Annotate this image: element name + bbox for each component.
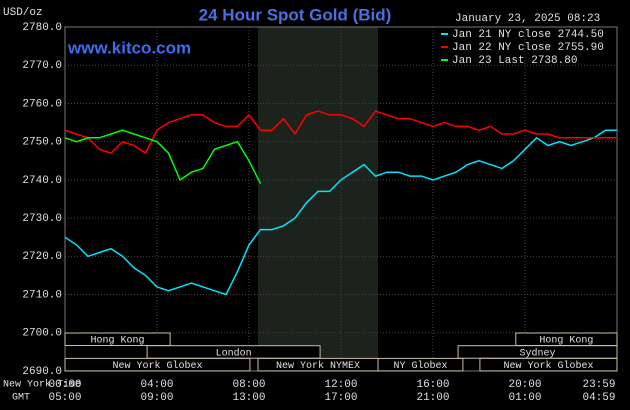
x-tick-label: 04:00 <box>140 379 173 391</box>
y-tick-label: 2730.0 <box>22 213 62 225</box>
x2-tick-label: 17:00 <box>324 392 357 404</box>
series-line <box>64 129 262 185</box>
y-axis-label: USD/oz <box>3 7 43 19</box>
session-label: NY Globex <box>393 360 447 372</box>
session-label: New York NYMEX <box>276 360 360 372</box>
session-label: New York Globex <box>112 360 202 372</box>
watermark: www.kitco.com <box>67 38 191 57</box>
legend-label: Jan 21 NY close 2744.50 <box>452 29 604 41</box>
y-tick-label: 2700.0 <box>22 328 62 340</box>
legend-label: Jan 22 NY close 2755.90 <box>452 42 604 54</box>
session-box <box>479 357 618 372</box>
x2-tick-label: 13:00 <box>232 392 265 404</box>
x-tick-label: 20:00 <box>508 379 541 391</box>
session-label: Sydney <box>520 347 556 359</box>
session-box <box>515 332 618 346</box>
series-line <box>64 110 617 155</box>
x-tick-label: 08:00 <box>232 379 265 391</box>
legend-label: Jan 23 Last 2738.80 <box>452 55 577 67</box>
x-axis-label: New York Time <box>3 379 81 391</box>
x2-tick-label: 04:59 <box>582 392 615 404</box>
x2-tick-label: 01:00 <box>508 392 541 404</box>
session-label: Hong Kong <box>91 336 145 347</box>
x-tick-label: 16:00 <box>416 379 449 391</box>
x2-tick-label: 05:00 <box>48 392 81 404</box>
session-box <box>377 357 464 372</box>
y-tick-label: 2750.0 <box>22 137 62 149</box>
x2-tick-label: 21:00 <box>416 392 449 404</box>
chart-title: 24 Hour Spot Gold (Bid) <box>199 5 392 24</box>
y-tick-label: 2720.0 <box>22 251 62 263</box>
y-tick-label: 2770.0 <box>22 60 62 72</box>
x2-axis-label: GMT <box>12 393 30 404</box>
series-line <box>64 129 617 296</box>
session-label: New York Globex <box>503 360 593 372</box>
x-tick-label: 23:59 <box>582 379 615 391</box>
y-tick-label: 2710.0 <box>22 289 62 301</box>
x-tick-label: 12:00 <box>324 379 357 391</box>
session-label: Hong Kong <box>539 336 593 347</box>
highlight-band <box>257 27 379 371</box>
session-label: London <box>216 347 252 359</box>
y-tick-label: 2690.0 <box>22 366 62 378</box>
session-box <box>64 332 171 346</box>
y-tick-label: 2740.0 <box>22 175 62 187</box>
session-box <box>64 357 251 372</box>
x-tick-label: 00:00 <box>48 379 81 391</box>
x2-tick-label: 09:00 <box>140 392 173 404</box>
y-tick-label: 2760.0 <box>22 98 62 110</box>
timestamp: January 23, 2025 08:23 <box>455 13 600 25</box>
y-tick-label: 2780.0 <box>22 22 62 34</box>
